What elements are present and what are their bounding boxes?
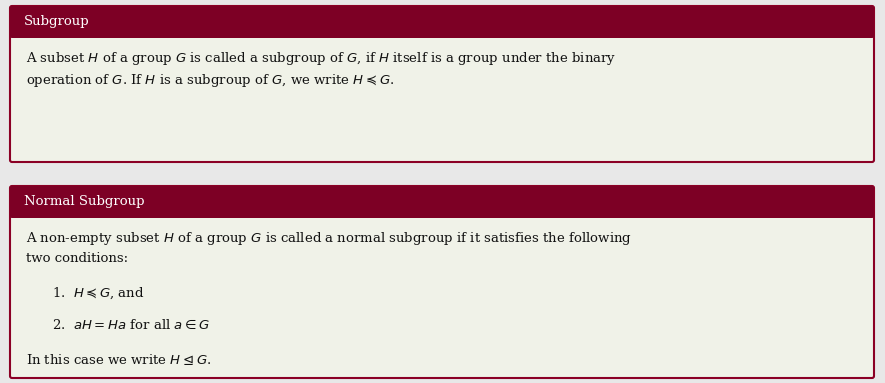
Text: Subgroup: Subgroup	[24, 15, 89, 28]
Text: 2.  $aH = Ha$ for all $a \in G$: 2. $aH = Ha$ for all $a \in G$	[52, 318, 210, 332]
Text: operation of $G$. If $H$ is a subgroup of $G$, we write $H \preceq G$.: operation of $G$. If $H$ is a subgroup o…	[26, 72, 395, 89]
FancyBboxPatch shape	[10, 6, 874, 38]
Bar	[12, 202, 872, 216]
Text: A subset $H$ of a group $G$ is called a subgroup of $G$, if $H$ itself is a grou: A subset $H$ of a group $G$ is called a …	[26, 50, 616, 67]
Text: A non-empty subset $H$ of a group $G$ is called a normal subgroup if it satisfie: A non-empty subset $H$ of a group $G$ is…	[26, 230, 632, 247]
FancyBboxPatch shape	[10, 186, 874, 378]
Bar	[12, 22, 872, 36]
Text: In this case we write $H \trianglelefteq G$.: In this case we write $H \trianglelefteq…	[26, 352, 212, 367]
Text: Normal Subgroup: Normal Subgroup	[24, 195, 144, 208]
FancyBboxPatch shape	[10, 6, 874, 162]
Text: two conditions:: two conditions:	[26, 252, 128, 265]
FancyBboxPatch shape	[10, 186, 874, 218]
Text: 1.  $H \preceq G$, and: 1. $H \preceq G$, and	[52, 286, 144, 301]
